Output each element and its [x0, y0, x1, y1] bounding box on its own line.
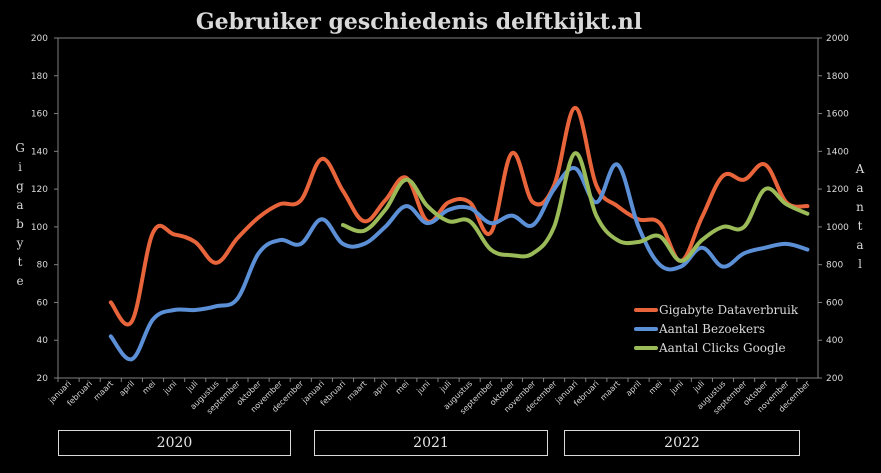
series-line-3	[341, 151, 810, 263]
right-tick-label: 1000	[826, 223, 849, 233]
series-lines	[108, 105, 810, 362]
y-axis-label-right: Aantal	[855, 162, 865, 271]
left-tick-label: 120	[31, 185, 48, 195]
right-tick-label: 1200	[826, 185, 849, 195]
left-axis: 20 40 60 80 100 120 140 160 180 200	[31, 34, 58, 384]
x-tick-label: juli	[438, 379, 453, 394]
left-tick-label: 140	[31, 147, 48, 157]
axis-label-letter: G	[15, 141, 25, 155]
x-tick-label: april	[371, 379, 390, 398]
right-tick-label: 1600	[826, 110, 849, 120]
x-tick-label: juli	[184, 379, 199, 394]
right-tick-label: 1400	[826, 147, 849, 157]
x-tick-label: maart	[92, 379, 115, 402]
y-axis-label-left: Gigabyte	[15, 141, 25, 288]
axis-label-letter: A	[855, 162, 865, 176]
legend-label: Aantal Bezoekers	[658, 322, 765, 336]
axis-label-letter: n	[856, 200, 864, 214]
right-tick-label: 600	[826, 298, 843, 308]
legend-label: Gigabyte Dataverbruik	[659, 303, 799, 317]
left-tick-label: 180	[31, 72, 48, 82]
axis-label-letter: y	[16, 236, 24, 250]
left-tick-label: 40	[37, 336, 49, 346]
legend-label: Aantal Clicks Google	[658, 341, 786, 355]
left-tick-label: 200	[31, 34, 48, 44]
year-box-2022: 2022	[564, 430, 800, 456]
year-box-2020: 2020	[58, 430, 291, 456]
x-tick-label: april	[117, 379, 136, 398]
axis-label-letter: a	[16, 198, 23, 212]
year-box-2021: 2021	[314, 430, 548, 456]
right-axis: 200 400 600 800 1000 1200 1400 1600 1800 2000	[818, 34, 849, 384]
axis-label-letter: i	[18, 160, 22, 174]
x-tick-label: mei	[140, 379, 157, 396]
x-tick-label: maart	[345, 379, 368, 402]
right-tick-label: 200	[826, 374, 843, 384]
x-tick-label: maart	[599, 379, 622, 402]
left-tick-label: 20	[37, 374, 49, 384]
left-tick-label: 100	[31, 223, 48, 233]
left-tick-label: 60	[37, 298, 49, 308]
axis-label-letter: a	[856, 238, 863, 252]
axis-label-letter: e	[16, 274, 23, 288]
axis-label-letter: l	[858, 257, 862, 271]
axis-label-letter: g	[16, 179, 24, 193]
x-tick-label: mei	[647, 379, 664, 396]
right-tick-label: 2000	[826, 34, 849, 44]
x-tick-label: mei	[394, 379, 411, 396]
right-tick-label: 400	[826, 336, 843, 346]
x-tick-label: april	[624, 379, 643, 398]
axis-label-letter: t	[858, 219, 863, 233]
axis-label-letter: t	[18, 255, 23, 269]
x-tick-label: juli	[691, 379, 706, 394]
left-tick-label: 80	[37, 261, 49, 271]
chart-title: Gebruiker geschiedenis delftkijkt.nl	[196, 9, 642, 35]
series-line-1	[108, 105, 810, 327]
left-tick-label: 160	[31, 110, 48, 120]
right-tick-label: 800	[826, 261, 843, 271]
legend: Gigabyte Dataverbruik Aantal Bezoekers Aan…	[634, 303, 799, 355]
axis-label-letter: a	[856, 181, 863, 195]
axis-label-letter: b	[16, 217, 24, 231]
right-tick-label: 1800	[826, 72, 849, 82]
